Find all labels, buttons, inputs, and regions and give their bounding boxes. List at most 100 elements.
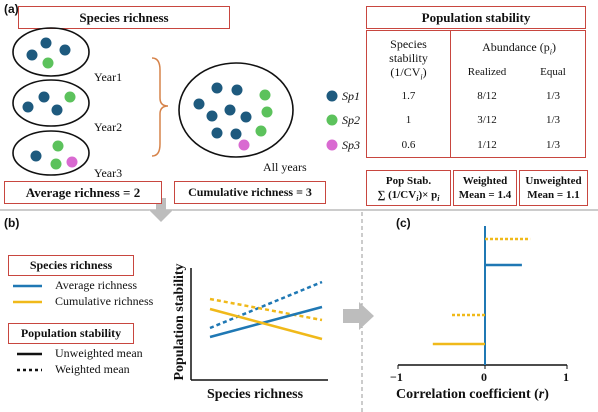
weighted-line1: Weighted — [462, 175, 508, 187]
header-line2: stability — [389, 51, 428, 65]
sp3-equal: 1/3 — [545, 139, 561, 151]
year3-sp3-dot — [66, 156, 78, 168]
pop-stab-formula-box: Pop Stab. ∑ (1/CVi)× pi — [366, 170, 451, 206]
sp1-equal: 1/3 — [545, 90, 561, 102]
all-sp1-dot — [231, 84, 243, 96]
year2-community — [12, 79, 90, 127]
sp2-equal: 1/3 — [545, 114, 561, 126]
realized-header: Realized — [467, 66, 507, 78]
all-sp1-dot — [240, 111, 252, 123]
right-arrow — [343, 302, 374, 330]
legend-weighted-label: Weighted mean — [55, 362, 130, 376]
sp3-stability: 0.6 — [401, 139, 416, 151]
weighted-mean-box: Weighted Mean = 1.4 — [453, 170, 517, 206]
all-sp1-dot — [211, 127, 223, 139]
header-line3: (1/CVi) — [390, 65, 427, 82]
species-stability-header: Species stability (1/CVi) — [367, 37, 450, 84]
correlation-chart — [397, 226, 568, 369]
unweighted-line1: Unweighted — [525, 175, 582, 187]
all-sp2-dot — [261, 106, 273, 118]
corr-tick-zero-label: 0 — [481, 370, 487, 384]
abundance-header: Abundance (pi) — [482, 40, 556, 57]
panel-a-tag: (a) — [4, 2, 19, 16]
year1-sp1-dot — [40, 37, 52, 49]
weighted-line2: Mean = 1.4 — [458, 189, 512, 201]
year2-sp1-dot — [51, 104, 63, 116]
year2-sp2-dot — [64, 91, 76, 103]
all-sp1-dot — [230, 128, 242, 140]
unweighted-line2: Mean = 1.1 — [527, 189, 580, 201]
corr-tick-neg-label: −1 — [390, 370, 403, 384]
sp3-realized: 1/12 — [477, 139, 497, 151]
panel-c-tag: (c) — [396, 216, 411, 230]
sp1-realized: 8/12 — [477, 90, 497, 102]
population-stability-title: Population stability — [421, 10, 531, 25]
cumulative-richness-box: Cumulative richness = 3 — [174, 181, 326, 204]
legend-sp2-dot — [326, 114, 338, 126]
species-richness-title-box: Species richness — [18, 6, 230, 29]
equal-header: Equal — [540, 66, 566, 78]
legend-average-label: Average richness — [55, 278, 138, 292]
average-richness-text: Average richness = 2 — [25, 185, 141, 200]
legend-sp3-dot — [326, 139, 338, 151]
legend-sp3-label: Sp3 — [342, 138, 360, 152]
year3-sp1-dot — [30, 150, 42, 162]
year3-sp2-dot — [52, 140, 64, 152]
year1-sp1-dot — [59, 44, 71, 56]
stability-table-col-divider — [450, 31, 451, 157]
panel-b-xlabel: Species richness — [207, 387, 304, 402]
cum-unweighted-line — [209, 307, 323, 341]
sp1-stability: 1.7 — [401, 90, 416, 102]
panel-b-graphics — [13, 268, 328, 381]
all-sp1-dot — [193, 98, 205, 110]
year1-community — [12, 27, 90, 77]
cumulative-richness-text: Cumulative richness = 3 — [188, 185, 312, 199]
year2-sp1-dot — [38, 91, 50, 103]
all-years-label: All years — [263, 160, 307, 174]
legend-cumulative-label: Cumulative richness — [55, 294, 154, 308]
species-richness-title: Species richness — [79, 10, 169, 25]
year3-label: Year3 — [94, 166, 123, 180]
all-years-community — [178, 62, 294, 158]
all-sp2-dot — [255, 125, 267, 137]
legend-unweighted-label: Unweighted mean — [55, 346, 143, 360]
stability-table: Species stability (1/CVi) Abundance (pi)… — [366, 30, 586, 158]
avg-unweighted-line — [209, 305, 323, 339]
legend-stability-title-box: Population stability — [8, 323, 134, 344]
year3-community — [12, 130, 90, 176]
panel-b-ylabel: Population stability — [172, 263, 187, 381]
year3-sp2-dot — [50, 158, 62, 170]
average-richness-box: Average richness = 2 — [4, 181, 162, 204]
legend-sp2-label: Sp2 — [342, 113, 360, 127]
sp2-stability: 1 — [405, 114, 412, 126]
all-sp1-dot — [224, 104, 236, 116]
year2-sp1-dot — [22, 101, 34, 113]
header-line1: Species — [390, 37, 427, 51]
corr-tick-pos-label: 1 — [563, 370, 569, 384]
cum-weighted-line — [209, 297, 323, 322]
down-arrow — [149, 198, 173, 222]
legend-stability-title: Population stability — [20, 326, 122, 340]
legend-richness-title: Species richness — [29, 258, 113, 272]
year1-label: Year1 — [94, 70, 123, 84]
sp2-realized: 3/12 — [477, 114, 497, 126]
avg-weighted-line — [209, 280, 323, 330]
all-sp3-dot — [238, 139, 250, 151]
legend-sp1-label: Sp1 — [342, 89, 360, 103]
all-sp1-dot — [206, 110, 218, 122]
unweighted-mean-box: Unweighted Mean = 1.1 — [519, 170, 588, 206]
pop-stab-line1: Pop Stab. — [385, 175, 432, 187]
all-sp2-dot — [259, 89, 271, 101]
legend-richness-title-box: Species richness — [8, 255, 134, 276]
years-bracket — [151, 57, 169, 157]
year1-sp1-dot — [26, 49, 38, 61]
legend-sp1-dot — [326, 90, 338, 102]
year1-sp2-dot — [42, 57, 54, 69]
all-sp1-dot — [211, 82, 223, 94]
pop-stab-line2: ∑ (1/CVi)× pi — [377, 189, 440, 204]
corr-xlabel: Correlation coefficient (r) — [396, 387, 549, 402]
population-stability-title-box: Population stability — [366, 6, 586, 29]
year2-label: Year2 — [94, 120, 123, 134]
panel-b-tag: (b) — [4, 216, 20, 230]
